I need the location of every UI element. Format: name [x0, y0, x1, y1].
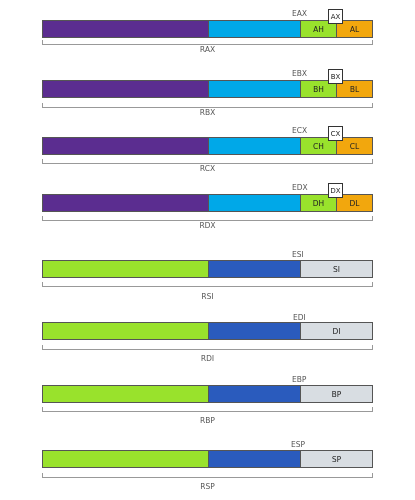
upper-32-segment [43, 261, 208, 277]
upper-32-segment [43, 81, 208, 97]
low-byte-segment: CL [336, 138, 372, 154]
register-width-bracket [42, 345, 373, 350]
high-byte-segment: BH [300, 81, 336, 97]
register-64bit-label: RDI [200, 354, 215, 363]
register-64bit-label: RSP [200, 482, 215, 491]
register-32bit-label: EDX [292, 183, 308, 192]
bits-16-31-segment [208, 195, 300, 211]
register-rsi: ESI SI RSI [0, 250, 415, 310]
register-rax: EAX AH AL AX RAX [0, 0, 415, 60]
low-byte-segment: BL [336, 81, 372, 97]
register-32bit-label: EBP [292, 375, 307, 384]
low-16-segment: DI [300, 323, 372, 339]
upper-32-segment [43, 195, 208, 211]
register-32bit-label: EDI [293, 313, 306, 322]
high-byte-segment: DH [300, 195, 336, 211]
register-16bit-box: BX [328, 69, 343, 84]
register-rdx: EDX DH DL DX RDX [0, 174, 415, 234]
register-width-bracket [42, 473, 373, 478]
register-bar: BP [42, 385, 373, 403]
bits-16-31-segment [208, 261, 300, 277]
register-bar: BH BL [42, 80, 373, 98]
bits-16-31-segment [208, 323, 300, 339]
bits-16-31-segment [208, 138, 300, 154]
bits-16-31-segment [208, 21, 300, 37]
low-16-segment: BP [300, 386, 372, 402]
register-width-bracket [42, 159, 373, 164]
low-byte-segment: DL [336, 195, 372, 211]
register-rbp: EBP BP RBP [0, 375, 415, 435]
register-rsp: ESP SP RSP [0, 440, 415, 500]
upper-32-segment [43, 386, 208, 402]
upper-32-segment [43, 451, 208, 467]
register-rbx: EBX BH BL BX RBX [0, 60, 415, 120]
low-16-segment: SP [300, 451, 372, 467]
register-16bit-box: AX [328, 9, 343, 24]
register-64bit-label: RCX [199, 164, 216, 173]
register-16bit-box: CX [328, 126, 343, 141]
register-32bit-label: ECX [292, 126, 308, 135]
high-byte-segment: CH [300, 138, 336, 154]
upper-32-segment [43, 138, 208, 154]
register-bar: AH AL [42, 20, 373, 38]
register-32bit-label: EAX [292, 9, 308, 18]
register-width-bracket [42, 103, 373, 108]
bits-16-31-segment [208, 81, 300, 97]
register-bar: DH DL [42, 194, 373, 212]
register-rcx: ECX CH CL CX RCX [0, 117, 415, 177]
register-bar: SP [42, 450, 373, 468]
upper-32-segment [43, 21, 208, 37]
register-rdi: EDI DI RDI [0, 313, 415, 373]
low-byte-segment: AL [336, 21, 372, 37]
register-width-bracket [42, 282, 373, 287]
register-width-bracket [42, 407, 373, 412]
register-64bit-label: RDX [199, 221, 216, 230]
register-width-bracket [42, 216, 373, 221]
register-64bit-label: RBP [200, 416, 215, 425]
low-16-segment: SI [300, 261, 372, 277]
register-64bit-label: RAX [199, 45, 216, 54]
upper-32-segment [43, 323, 208, 339]
register-64bit-label: RSI [201, 292, 214, 301]
register-64bit-label: RBX [199, 108, 216, 117]
bits-16-31-segment [208, 451, 300, 467]
register-16bit-box: DX [328, 183, 343, 198]
high-byte-segment: AH [300, 21, 336, 37]
bits-16-31-segment [208, 386, 300, 402]
register-bar: CH CL [42, 137, 373, 155]
register-32bit-label: ESP [291, 440, 306, 449]
register-32bit-label: ESI [292, 250, 304, 259]
register-32bit-label: EBX [292, 69, 308, 78]
register-width-bracket [42, 40, 373, 45]
register-bar: DI [42, 322, 373, 340]
register-bar: SI [42, 260, 373, 278]
